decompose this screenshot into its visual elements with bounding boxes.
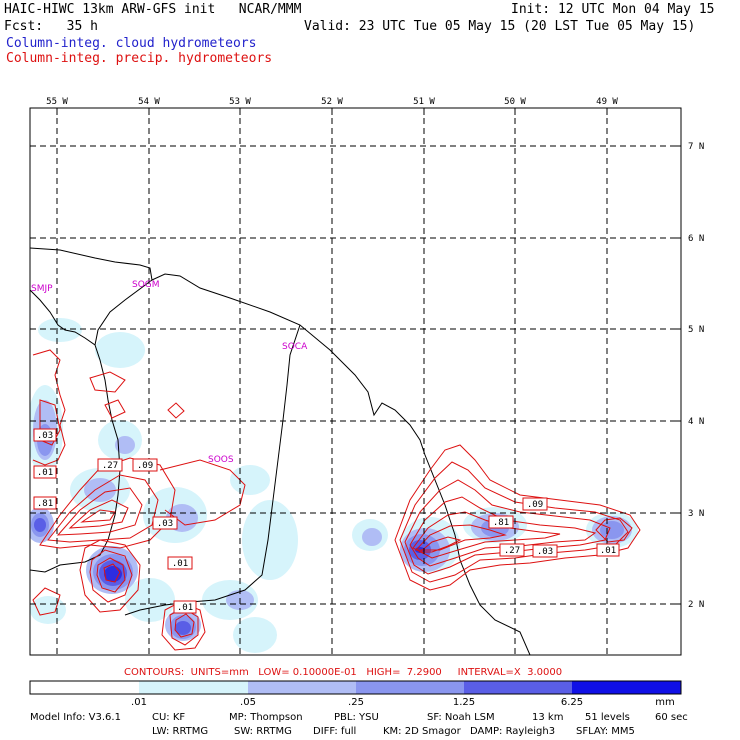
contour-label-box: .03 <box>152 516 178 530</box>
field-cloud-label: Column-integ. cloud hydrometeors <box>6 36 257 51</box>
field-precip-label: Column-integ. precip. hydrometeors <box>6 51 273 66</box>
contour-label-box: .01 <box>33 465 57 479</box>
forecast-hour: Fcst: 35 h <box>4 19 98 34</box>
frame-ticks <box>56 108 681 605</box>
lon-labels: 55 W 54 W 53 W 52 W 51 W 50 W 49 W <box>46 97 618 107</box>
station-label: SOGM <box>132 280 160 290</box>
precip-contours <box>32 349 641 651</box>
svg-text:.01: .01 <box>600 546 616 556</box>
contour-label-box: .81 <box>33 496 57 510</box>
latlon-grid <box>30 108 681 655</box>
lon-label: 51 W <box>413 97 435 107</box>
contour-label-box: .01 <box>596 543 620 557</box>
colorbar-tick: .01 <box>131 697 147 708</box>
lon-label: 52 W <box>321 97 343 107</box>
lat-labels: 7 N 6 N 5 N 4 N 3 N 2 N <box>688 142 704 610</box>
svg-text:.09: .09 <box>137 461 153 471</box>
colorbar-tick: .05 <box>240 697 256 708</box>
contour-label-box: .27 <box>499 543 525 557</box>
contour-label-box: .81 <box>488 515 514 529</box>
colorbar-ticks: .01 .05 .25 1.25 6.25 mm <box>131 697 675 708</box>
lon-label: 50 W <box>504 97 526 107</box>
contour-label-box: .01 <box>173 600 197 614</box>
svg-text:.03: .03 <box>157 519 173 529</box>
svg-text:.01: .01 <box>177 603 193 613</box>
lat-label: 5 N <box>688 325 704 335</box>
model-lw: LW: RRTMG <box>152 726 209 737</box>
station-label: SMJP <box>31 284 53 294</box>
contour-label-box: .03 <box>532 544 558 558</box>
svg-text:.81: .81 <box>493 518 509 528</box>
model-timestep: 60 sec <box>655 712 688 723</box>
lat-label: 2 N <box>688 600 704 610</box>
model-mp: MP: Thompson <box>229 712 303 723</box>
svg-text:.01: .01 <box>37 468 53 478</box>
colorbar-tick: 1.25 <box>453 697 475 708</box>
model-damp: DAMP: Rayleigh3 <box>470 726 556 737</box>
contour-label-box: .27 <box>97 458 123 472</box>
contours-info: CONTOURS: UNITS=mm LOW= 0.10000E-01 HIGH… <box>124 667 563 678</box>
contour-label-box: .03 <box>33 428 57 442</box>
lat-label: 6 N <box>688 234 704 244</box>
contour-label-box: .09 <box>522 497 548 511</box>
model-diff: DIFF: full <box>313 726 357 737</box>
svg-text:.03: .03 <box>537 547 553 557</box>
contour-label-box: .09 <box>132 458 158 472</box>
station-label: SOCA <box>282 342 308 352</box>
lon-label: 55 W <box>46 97 68 107</box>
model-info: Model Info: V3.6.1 <box>30 712 121 723</box>
coastline <box>30 247 531 655</box>
colorbar-unit: mm <box>655 697 674 708</box>
svg-text:.27: .27 <box>102 461 118 471</box>
contour-label-box: .01 <box>167 556 193 570</box>
svg-text:.01: .01 <box>172 559 188 569</box>
map-frame <box>29 107 682 656</box>
model-km: KM: 2D Smagor <box>383 726 461 737</box>
model-pbl: PBL: YSU <box>334 712 379 723</box>
lon-label: 54 W <box>138 97 160 107</box>
valid-time: Valid: 23 UTC Tue 05 May 15 (20 LST Tue … <box>304 19 696 34</box>
model-sflay: SFLAY: MM5 <box>576 726 635 737</box>
colorbar-tick: .25 <box>348 697 364 708</box>
plot-title: HAIC-HIWC 13km ARW-GFS init NCAR/MMM <box>4 2 302 17</box>
model-cu: CU: KF <box>152 712 186 723</box>
svg-text:.81: .81 <box>37 499 53 509</box>
colorbar <box>29 680 682 695</box>
lat-label: 4 N <box>688 417 704 427</box>
colorbar-tick: 6.25 <box>561 697 583 708</box>
init-time: Init: 12 UTC Mon 04 May 15 <box>511 2 715 17</box>
stations: SMJP SOGM SOCA SOOS <box>31 280 308 465</box>
svg-text:.09: .09 <box>527 500 543 510</box>
model-sw: SW: RRTMG <box>234 726 292 737</box>
lat-label: 3 N <box>688 509 704 519</box>
svg-text:.03: .03 <box>37 431 53 441</box>
lat-label: 7 N <box>688 142 704 152</box>
model-sf: SF: Noah LSM <box>427 712 495 723</box>
station-label: SOOS <box>208 455 234 465</box>
contour-value-labels: .03 .01 .27 .09 .81 .03 .01 .09 .81 .27 … <box>33 428 620 614</box>
lon-label: 53 W <box>229 97 251 107</box>
svg-text:.27: .27 <box>504 546 520 556</box>
model-resolution: 13 km <box>532 712 564 723</box>
lon-label: 49 W <box>596 97 618 107</box>
model-levels: 51 levels <box>585 712 630 723</box>
